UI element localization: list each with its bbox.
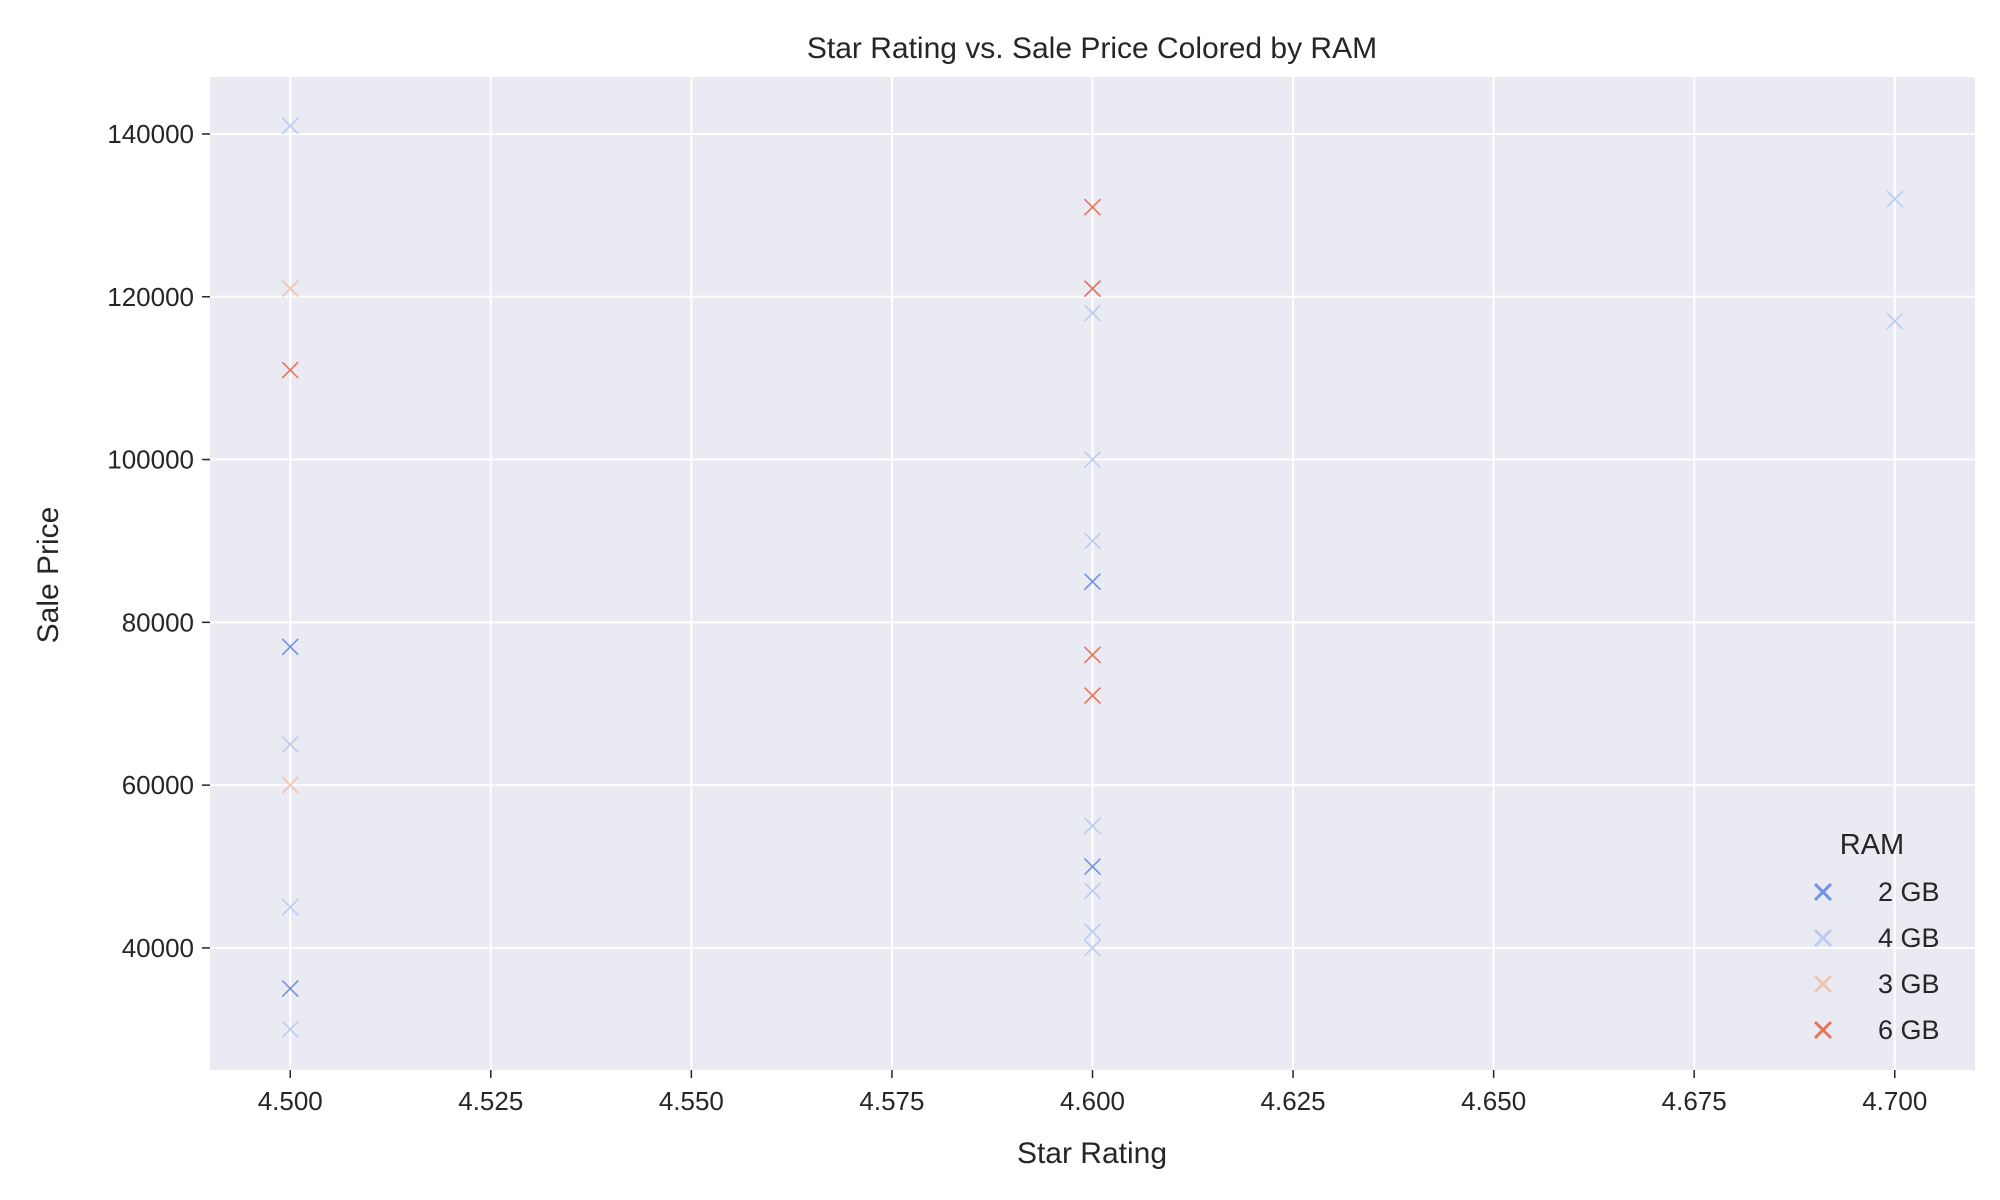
- data-point: [1083, 939, 1102, 957]
- data-point: [1083, 687, 1102, 705]
- x-tick-label: 4.625: [1261, 1086, 1326, 1116]
- data-point: [1083, 280, 1102, 298]
- x-tick-label: 4.600: [1060, 1086, 1125, 1116]
- x-tick-label: 4.575: [859, 1086, 924, 1116]
- y-tick-label: 120000: [107, 282, 194, 312]
- data-point: [1083, 923, 1102, 941]
- data-point: [281, 638, 299, 656]
- data-points: [281, 117, 1904, 1038]
- data-point: [281, 776, 299, 794]
- data-point: [281, 361, 299, 379]
- y-tick-label: 80000: [122, 607, 194, 637]
- data-point: [1083, 857, 1102, 876]
- chart-title: Star Rating vs. Sale Price Colored by RA…: [807, 32, 1377, 65]
- legend-label: 4 GB: [1878, 923, 1940, 953]
- y-axis-ticks: 40000 60000 80000 100000 120000 140000: [107, 119, 210, 963]
- y-tick-label: 140000: [107, 119, 194, 149]
- data-point: [1083, 532, 1102, 550]
- y-tick-label: 40000: [122, 933, 194, 963]
- data-point: [1083, 646, 1102, 664]
- legend-title: RAM: [1840, 829, 1904, 861]
- data-point: [1083, 304, 1102, 322]
- legend-marker: [1813, 928, 1833, 948]
- y-tick-label: 60000: [122, 770, 194, 800]
- data-point: [1083, 817, 1102, 835]
- data-point: [1886, 312, 1904, 330]
- legend-marker: [1813, 1020, 1833, 1040]
- legend-marker: [1813, 882, 1833, 902]
- legend: RAM 2 GB 4 GB 3 GB 6 GB: [1813, 829, 1940, 1045]
- data-point: [281, 898, 299, 916]
- legend-label: 3 GB: [1878, 969, 1940, 999]
- x-tick-label: 4.675: [1662, 1086, 1727, 1116]
- data-point: [1083, 573, 1102, 591]
- x-tick-label: 4.525: [458, 1086, 523, 1116]
- legend-label: 6 GB: [1878, 1015, 1940, 1045]
- x-axis-label: Star Rating: [1017, 1137, 1167, 1170]
- y-tick-label: 100000: [107, 445, 194, 475]
- data-point: [281, 980, 299, 998]
- data-point: [1083, 882, 1102, 900]
- x-axis-ticks: 4.500 4.525 4.550 4.575 4.600 4.625 4.650 4.675…: [258, 1070, 1927, 1116]
- legend-marker: [1813, 974, 1833, 994]
- data-point: [281, 1020, 299, 1038]
- x-tick-label: 4.700: [1862, 1086, 1927, 1116]
- x-tick-label: 4.650: [1461, 1086, 1526, 1116]
- data-point: [281, 735, 299, 753]
- data-point: [281, 117, 299, 135]
- data-point: [281, 280, 299, 298]
- y-axis-label: Sale Price: [32, 507, 65, 644]
- data-point: [1886, 190, 1904, 208]
- legend-label: 2 GB: [1878, 877, 1940, 907]
- data-point: [1083, 198, 1102, 216]
- x-tick-label: 4.500: [258, 1086, 323, 1116]
- data-point: [1083, 450, 1102, 469]
- x-tick-label: 4.550: [659, 1086, 724, 1116]
